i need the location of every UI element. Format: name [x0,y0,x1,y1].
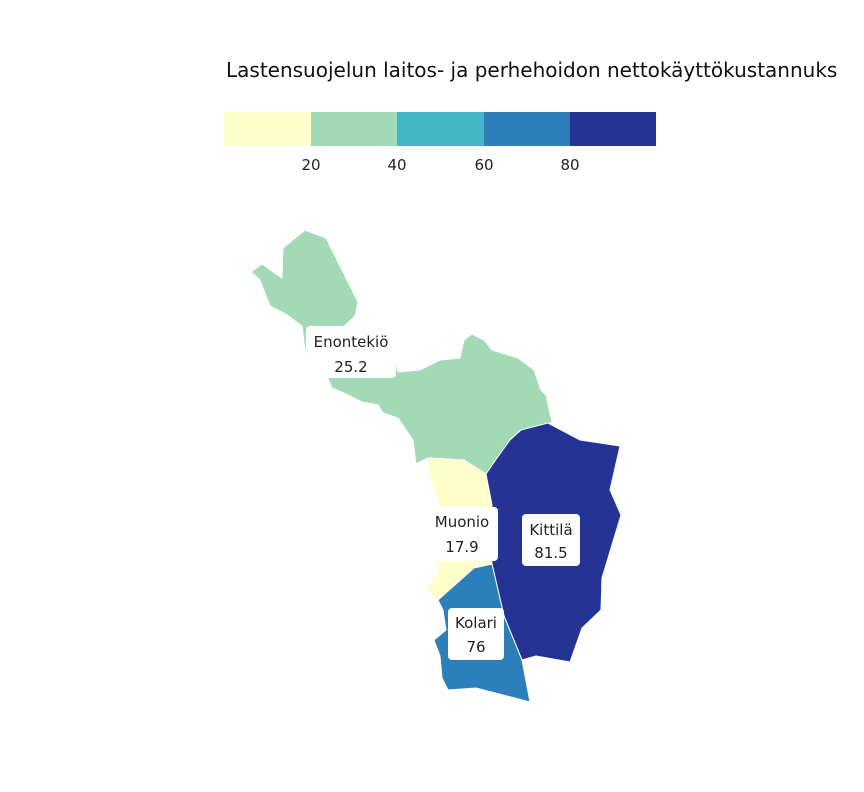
region-labels: Enontekiö 25.2 Muonio 17.9 Kittilä 81.5 … [306,326,580,660]
label-kittila: Kittilä 81.5 [522,514,580,566]
region-name: Kolari [455,614,497,632]
region-name: Enontekiö [314,333,389,351]
legend-tick-20: 20 [301,156,320,174]
legend-tick-80: 80 [560,156,579,174]
legend-bin-5 [570,112,656,146]
label-box [448,608,504,660]
legend-bin-2 [311,112,397,146]
region-value: 17.9 [445,538,478,556]
color-legend: 20 40 60 80 [224,112,656,174]
region-enontekio[interactable] [250,229,553,475]
region-name: Muonio [435,513,489,531]
legend-bin-3 [397,112,484,146]
region-value: 81.5 [534,544,567,562]
label-muonio: Muonio 17.9 [426,507,498,561]
label-box [306,326,396,378]
legend-tick-60: 60 [474,156,493,174]
label-kolari: Kolari 76 [448,608,504,660]
region-value: 25.2 [334,358,367,376]
regions [250,229,622,703]
label-box [522,514,580,566]
label-box [426,507,498,561]
label-enontekio: Enontekiö 25.2 [306,326,396,378]
legend-bin-1 [224,112,311,146]
region-value: 76 [466,638,485,656]
region-name: Kittilä [529,521,572,539]
map-title: Lastensuojelun laitos- ja perhehoidon ne… [226,58,837,82]
legend-bin-4 [484,112,570,146]
legend-tick-40: 40 [387,156,406,174]
